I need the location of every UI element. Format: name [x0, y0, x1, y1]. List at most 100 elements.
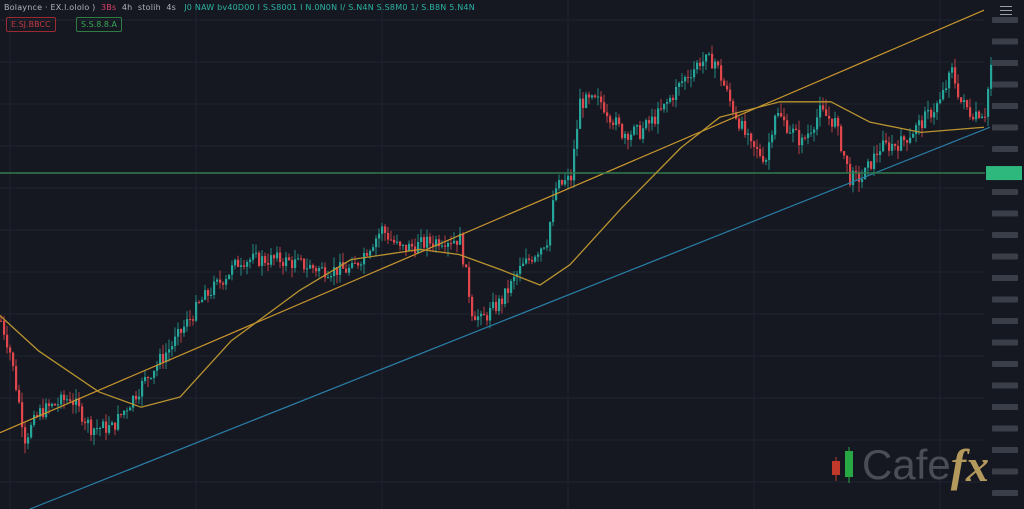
candle-body	[21, 402, 24, 428]
candle-body	[408, 243, 411, 252]
candle-body	[219, 279, 222, 283]
candle-body	[540, 248, 543, 255]
candle-body	[30, 424, 33, 438]
candle-body	[978, 111, 981, 118]
candle-body	[936, 103, 939, 113]
candle-body	[666, 102, 669, 104]
candle-body	[93, 428, 96, 436]
candle-body	[765, 160, 768, 162]
candle-body	[906, 140, 909, 143]
candle-body	[201, 299, 204, 303]
price-axis-tick	[992, 103, 1018, 109]
candle-body	[921, 120, 924, 129]
candle-body	[606, 112, 609, 117]
candle-body	[816, 117, 819, 130]
candle-body	[261, 256, 264, 266]
candle-body	[507, 288, 510, 293]
candle-body	[969, 107, 972, 117]
candle-body	[138, 396, 141, 400]
candle-body	[111, 422, 114, 426]
candle-body	[552, 200, 555, 223]
candle-body	[621, 123, 624, 139]
candle-body	[987, 88, 990, 117]
candle-body	[366, 252, 369, 256]
candle-body	[453, 240, 456, 244]
price-axis-tick	[992, 404, 1018, 410]
candle-body	[912, 134, 915, 138]
price-axis-tick	[992, 38, 1018, 45]
support-line	[29, 126, 991, 509]
timeframe-label[interactable]: 3Bs	[101, 3, 117, 12]
candle-body	[375, 238, 378, 248]
candle-body	[861, 179, 864, 182]
candle-body	[285, 257, 288, 267]
price-axis-tick	[992, 468, 1018, 475]
candle-body	[882, 140, 885, 152]
candle-body	[975, 111, 978, 120]
candle-body	[630, 134, 633, 140]
candle-body	[306, 268, 309, 270]
candle-body	[48, 403, 51, 407]
menu-icon[interactable]	[1000, 6, 1012, 18]
candle-body	[129, 407, 132, 411]
candle-body	[36, 415, 39, 417]
price-axis-tick	[992, 189, 1018, 195]
candle-body	[429, 236, 432, 244]
candle-body	[165, 352, 168, 363]
candle-body	[741, 120, 744, 129]
candle-body	[513, 276, 516, 282]
candle-body	[723, 80, 726, 86]
candle-body	[258, 252, 261, 266]
candle-body	[795, 128, 798, 130]
candle-body	[612, 122, 615, 126]
interval-label[interactable]: 4h	[121, 3, 133, 12]
candle-body	[849, 163, 852, 186]
price-axis-tick	[992, 124, 1018, 131]
candle-body	[519, 265, 522, 274]
candle-body	[291, 260, 294, 268]
candle-body	[558, 180, 561, 189]
symbol-label[interactable]: Bolaynce · EX.l.ololo )	[4, 3, 96, 12]
candle-body	[330, 276, 333, 278]
candle-body	[798, 129, 801, 146]
candle-body	[168, 349, 171, 353]
candle-body	[255, 252, 258, 254]
candle-body	[771, 134, 774, 143]
candle-body	[474, 316, 477, 321]
candle-body	[3, 320, 6, 335]
candle-body	[990, 64, 993, 89]
candle-body	[297, 258, 300, 260]
candle-body	[567, 175, 570, 181]
candle-body	[966, 100, 969, 108]
candle-body	[207, 290, 210, 296]
candle-body	[579, 98, 582, 129]
candle-body	[402, 244, 405, 246]
candle-body	[783, 116, 786, 121]
candle-body	[369, 250, 372, 256]
candle-body	[327, 277, 330, 279]
candle-body	[156, 364, 159, 371]
candle-body	[642, 128, 645, 139]
candle-body	[66, 399, 69, 401]
candle-body	[504, 288, 507, 305]
candle-body	[195, 301, 198, 321]
candle-body	[891, 143, 894, 151]
sell-button[interactable]: E.SJ.BBCC	[6, 17, 56, 32]
candle-body	[57, 404, 60, 406]
trendline	[0, 9, 985, 434]
candle-body	[792, 128, 795, 133]
candle-body	[27, 437, 30, 444]
candle-body	[123, 410, 126, 415]
candle-body	[6, 334, 9, 348]
candle-body	[411, 243, 414, 247]
candle-body	[651, 116, 654, 124]
buy-button[interactable]: S.S.8.8.A	[76, 17, 122, 32]
candle-body	[174, 336, 177, 347]
candle-body	[597, 96, 600, 98]
candle-body	[387, 232, 390, 240]
candle-body	[243, 265, 246, 267]
candle-body	[78, 398, 81, 407]
candle-body	[234, 259, 237, 266]
